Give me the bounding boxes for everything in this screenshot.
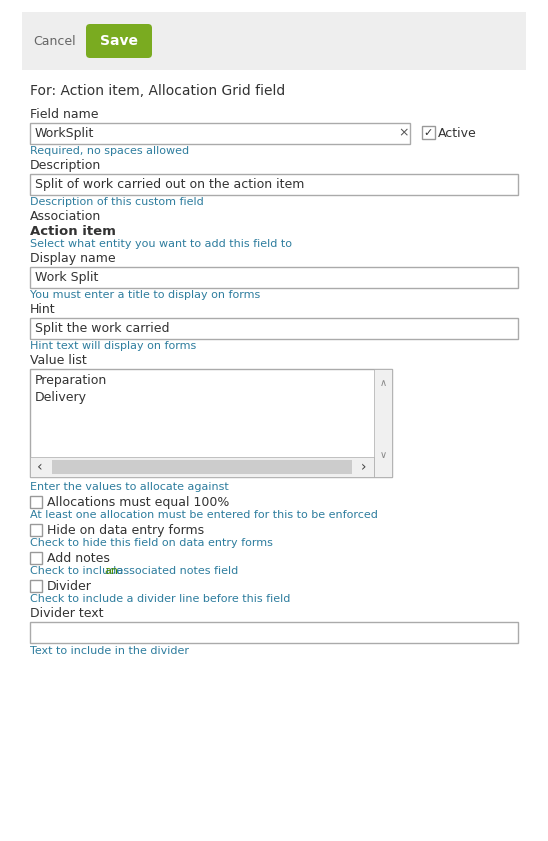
Text: ∨: ∨ — [379, 450, 386, 460]
Text: Field name: Field name — [30, 108, 99, 121]
Bar — [30, 174, 518, 195]
Text: Hint: Hint — [30, 303, 56, 316]
Text: Action item: Action item — [30, 225, 116, 238]
Text: Display name: Display name — [30, 252, 116, 265]
Text: Check to hide this field on data entry forms: Check to hide this field on data entry f… — [30, 538, 273, 548]
Text: ×: × — [398, 126, 408, 139]
Bar — [30, 552, 42, 564]
Text: Save: Save — [100, 34, 138, 48]
Text: ✓: ✓ — [424, 128, 433, 137]
Bar — [374, 369, 392, 477]
Text: Preparation: Preparation — [35, 374, 107, 387]
Bar — [30, 318, 518, 339]
Text: WorkSplit: WorkSplit — [35, 127, 94, 140]
Text: Split of work carried out on the action item: Split of work carried out on the action … — [35, 178, 304, 191]
Text: Divider text: Divider text — [30, 607, 104, 620]
Text: Hide on data entry forms: Hide on data entry forms — [47, 524, 204, 537]
Text: Hint text will display on forms: Hint text will display on forms — [30, 341, 196, 351]
Bar — [52, 460, 352, 474]
Text: Select what entity you want to add this field to: Select what entity you want to add this … — [30, 239, 292, 249]
Text: Divider: Divider — [47, 580, 92, 593]
Text: Allocations must equal 100%: Allocations must equal 100% — [47, 496, 230, 509]
Text: Text to include in the divider: Text to include in the divider — [30, 646, 189, 656]
Text: Description of this custom field: Description of this custom field — [30, 197, 204, 207]
Bar — [30, 267, 518, 288]
Text: ‹: ‹ — [37, 460, 43, 474]
Bar — [30, 457, 374, 477]
Text: Check to include: Check to include — [30, 566, 127, 576]
Text: Delivery: Delivery — [35, 391, 87, 404]
Text: Work Split: Work Split — [35, 271, 99, 284]
Text: Check to include a divider line before this field: Check to include a divider line before t… — [30, 594, 290, 604]
Text: For: Action item, Allocation Grid field: For: Action item, Allocation Grid field — [30, 84, 286, 98]
Text: Split the work carried: Split the work carried — [35, 322, 169, 335]
Bar — [30, 496, 42, 508]
FancyBboxPatch shape — [86, 24, 152, 58]
Bar — [30, 580, 42, 592]
Text: ∧: ∧ — [379, 378, 386, 388]
Text: At least one allocation must be entered for this to be enforced: At least one allocation must be entered … — [30, 510, 378, 520]
Text: an: an — [104, 566, 118, 576]
Text: You must enter a title to display on forms: You must enter a title to display on for… — [30, 290, 260, 300]
Bar — [30, 369, 392, 477]
Text: Association: Association — [30, 210, 101, 223]
Text: Add notes: Add notes — [47, 552, 110, 565]
Bar — [22, 12, 526, 70]
Text: Cancel: Cancel — [33, 34, 76, 47]
Text: Active: Active — [438, 127, 477, 140]
Bar — [30, 524, 42, 536]
Text: ›: › — [361, 460, 367, 474]
Bar — [30, 622, 518, 643]
Text: Enter the values to allocate against: Enter the values to allocate against — [30, 482, 229, 492]
Text: Description: Description — [30, 159, 101, 172]
Text: Required, no spaces allowed: Required, no spaces allowed — [30, 146, 189, 156]
Text: Value list: Value list — [30, 354, 87, 367]
Bar — [422, 126, 435, 139]
Text: associated notes field: associated notes field — [113, 566, 238, 576]
Bar — [30, 123, 410, 144]
